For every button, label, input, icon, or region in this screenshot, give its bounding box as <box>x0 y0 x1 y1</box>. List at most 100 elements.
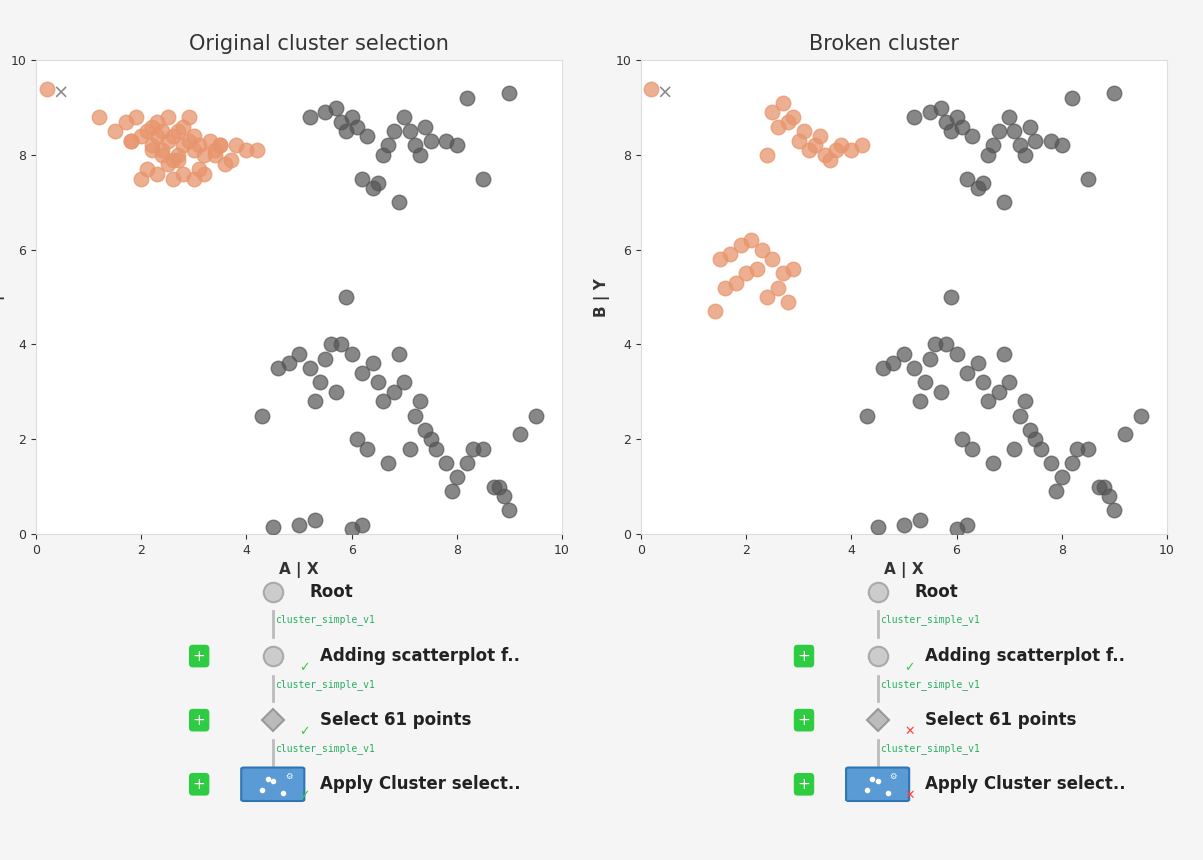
Text: Original cluster selection: Original cluster selection <box>189 34 449 54</box>
Point <box>942 125 961 138</box>
Point <box>710 252 729 266</box>
Point <box>290 518 309 531</box>
Point <box>994 347 1013 361</box>
Point <box>248 144 267 157</box>
Point <box>763 252 782 266</box>
Point <box>211 138 230 152</box>
Point <box>873 361 893 375</box>
Point <box>390 195 409 209</box>
Point <box>148 115 167 129</box>
Point <box>190 163 209 176</box>
Point <box>911 395 930 408</box>
Point <box>357 129 377 143</box>
Point <box>137 125 156 138</box>
Text: Adding scatterplot f..: Adding scatterplot f.. <box>320 647 520 665</box>
Point <box>122 134 141 148</box>
Point <box>931 101 950 114</box>
Point <box>736 267 755 280</box>
Text: Broken cluster: Broken cluster <box>810 34 959 54</box>
Point <box>1020 120 1039 133</box>
Point <box>915 376 935 390</box>
Point <box>131 172 150 186</box>
Point <box>179 134 198 148</box>
Point <box>221 153 241 167</box>
Point <box>894 518 913 531</box>
Point <box>926 338 946 352</box>
Point <box>768 120 787 133</box>
Point <box>1053 470 1072 484</box>
Point <box>395 110 414 124</box>
Point <box>958 366 977 380</box>
Point <box>395 376 414 390</box>
Point <box>936 338 955 352</box>
Point <box>352 172 372 186</box>
Y-axis label: B | Y: B | Y <box>0 278 5 316</box>
Point <box>421 433 440 446</box>
Point <box>200 134 219 148</box>
Point <box>1078 172 1097 186</box>
Point <box>1015 148 1035 162</box>
Point <box>884 357 903 371</box>
Point <box>920 106 940 120</box>
Text: Select 61 points: Select 61 points <box>925 711 1077 729</box>
X-axis label: A | X: A | X <box>279 562 319 578</box>
Text: cluster_simple_v1: cluster_simple_v1 <box>881 679 980 690</box>
FancyBboxPatch shape <box>242 767 304 801</box>
Point <box>122 134 141 148</box>
Point <box>379 456 398 470</box>
Point <box>399 442 419 456</box>
Point <box>858 408 877 422</box>
Point <box>368 376 387 390</box>
Point <box>1042 456 1061 470</box>
Point <box>958 172 977 186</box>
Text: Root: Root <box>914 583 959 601</box>
Point <box>148 129 167 143</box>
Point <box>348 433 367 446</box>
Point <box>973 176 992 190</box>
Point <box>321 338 340 352</box>
Point <box>725 276 745 290</box>
Point <box>778 295 798 309</box>
Point <box>494 489 514 503</box>
Point <box>168 148 188 162</box>
Point <box>142 120 161 133</box>
Point <box>1026 134 1045 148</box>
Point <box>716 280 735 294</box>
Point <box>437 134 456 148</box>
Point <box>942 290 961 304</box>
Point <box>263 520 283 534</box>
Text: ⚙: ⚙ <box>890 771 897 780</box>
Point <box>989 125 1008 138</box>
Point <box>226 138 245 152</box>
Point <box>705 304 724 318</box>
Point <box>820 153 840 167</box>
Point <box>989 385 1008 399</box>
Point <box>463 442 482 456</box>
Text: ×: × <box>52 84 69 103</box>
Point <box>968 181 988 195</box>
Point <box>721 248 740 261</box>
Point <box>326 101 345 114</box>
Point <box>731 238 751 252</box>
Point <box>164 129 183 143</box>
Point <box>437 456 456 470</box>
Point <box>421 134 440 148</box>
Point <box>800 144 819 157</box>
Text: +: + <box>798 713 811 728</box>
Point <box>448 470 467 484</box>
Point <box>1078 442 1097 456</box>
Point <box>905 361 924 375</box>
Point <box>962 442 982 456</box>
Text: cluster_simple_v1: cluster_simple_v1 <box>881 743 980 753</box>
Point <box>357 442 377 456</box>
Point <box>1011 408 1030 422</box>
Point <box>89 110 108 124</box>
Point <box>164 172 183 186</box>
Text: cluster_simple_v1: cluster_simple_v1 <box>275 743 375 753</box>
Point <box>852 138 871 152</box>
Point <box>190 138 209 152</box>
Point <box>1062 91 1081 105</box>
Point <box>448 138 467 152</box>
Point <box>206 148 225 162</box>
Point <box>342 110 361 124</box>
